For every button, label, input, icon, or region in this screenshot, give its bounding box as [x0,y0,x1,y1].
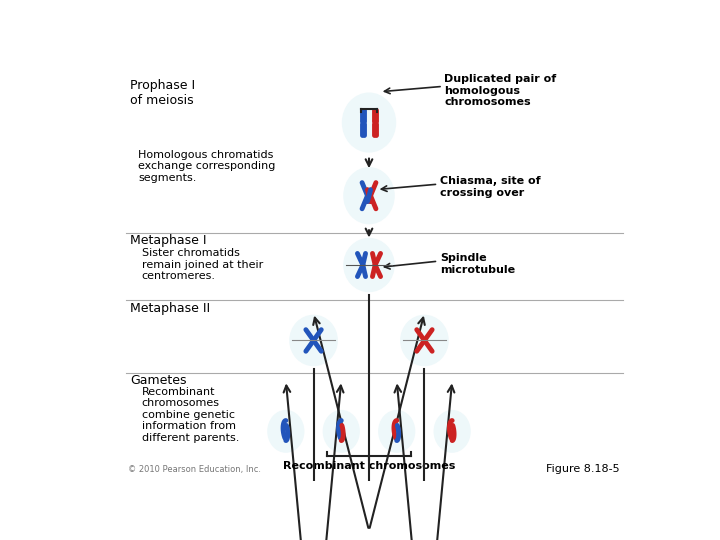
Text: Spindle
microtubule: Spindle microtubule [440,253,515,275]
Ellipse shape [323,410,360,453]
Ellipse shape [346,97,392,148]
Text: Recombinant chromosomes: Recombinant chromosomes [283,461,455,470]
Ellipse shape [270,413,302,450]
Ellipse shape [327,415,356,448]
Ellipse shape [404,319,445,362]
Ellipse shape [345,169,393,222]
Ellipse shape [384,416,410,447]
Text: Gametes: Gametes [130,374,186,387]
Text: Recombinant
chromosomes
combine genetic
information from
different parents.: Recombinant chromosomes combine genetic … [142,387,239,443]
Ellipse shape [343,167,395,224]
Text: Sister chromatids
remain joined at their
centromeres.: Sister chromatids remain joined at their… [142,248,263,281]
Ellipse shape [381,413,413,450]
Text: Chiasma, site of
crossing over: Chiasma, site of crossing over [440,177,541,198]
Ellipse shape [324,411,359,451]
Ellipse shape [349,244,389,286]
Text: © 2010 Pearson Education, Inc.: © 2010 Pearson Education, Inc. [128,465,261,475]
Ellipse shape [378,410,415,453]
Ellipse shape [349,173,389,218]
Ellipse shape [345,240,393,290]
Ellipse shape [379,411,414,451]
Ellipse shape [325,413,357,450]
Ellipse shape [273,416,299,447]
Ellipse shape [438,415,467,448]
Text: Prophase I
of meiosis: Prophase I of meiosis [130,79,195,107]
Ellipse shape [267,410,305,453]
Ellipse shape [439,416,465,447]
Ellipse shape [350,102,388,144]
Ellipse shape [405,321,444,360]
Ellipse shape [433,410,471,453]
Ellipse shape [297,322,330,359]
Ellipse shape [408,322,441,359]
Ellipse shape [347,242,391,288]
Ellipse shape [294,321,333,360]
Ellipse shape [402,316,447,365]
Ellipse shape [344,94,394,150]
Ellipse shape [291,316,336,365]
Text: Homologous chromatids
exchange corresponding
segments.: Homologous chromatids exchange correspon… [138,150,275,183]
Ellipse shape [347,171,391,220]
Text: Metaphase II: Metaphase II [130,302,210,315]
Ellipse shape [271,415,300,448]
Ellipse shape [435,411,469,451]
Text: Metaphase I: Metaphase I [130,234,207,247]
Ellipse shape [348,99,390,146]
Ellipse shape [400,315,449,366]
Text: Figure 8.18-5: Figure 8.18-5 [546,464,619,475]
Ellipse shape [351,176,387,215]
Ellipse shape [289,315,338,366]
Ellipse shape [269,411,303,451]
Ellipse shape [436,413,468,450]
Ellipse shape [351,246,387,284]
Ellipse shape [342,92,396,153]
Ellipse shape [343,238,395,292]
Text: Duplicated pair of
homologous
chromosomes: Duplicated pair of homologous chromosome… [444,74,557,107]
Ellipse shape [293,319,334,362]
Ellipse shape [328,416,354,447]
Ellipse shape [382,415,411,448]
